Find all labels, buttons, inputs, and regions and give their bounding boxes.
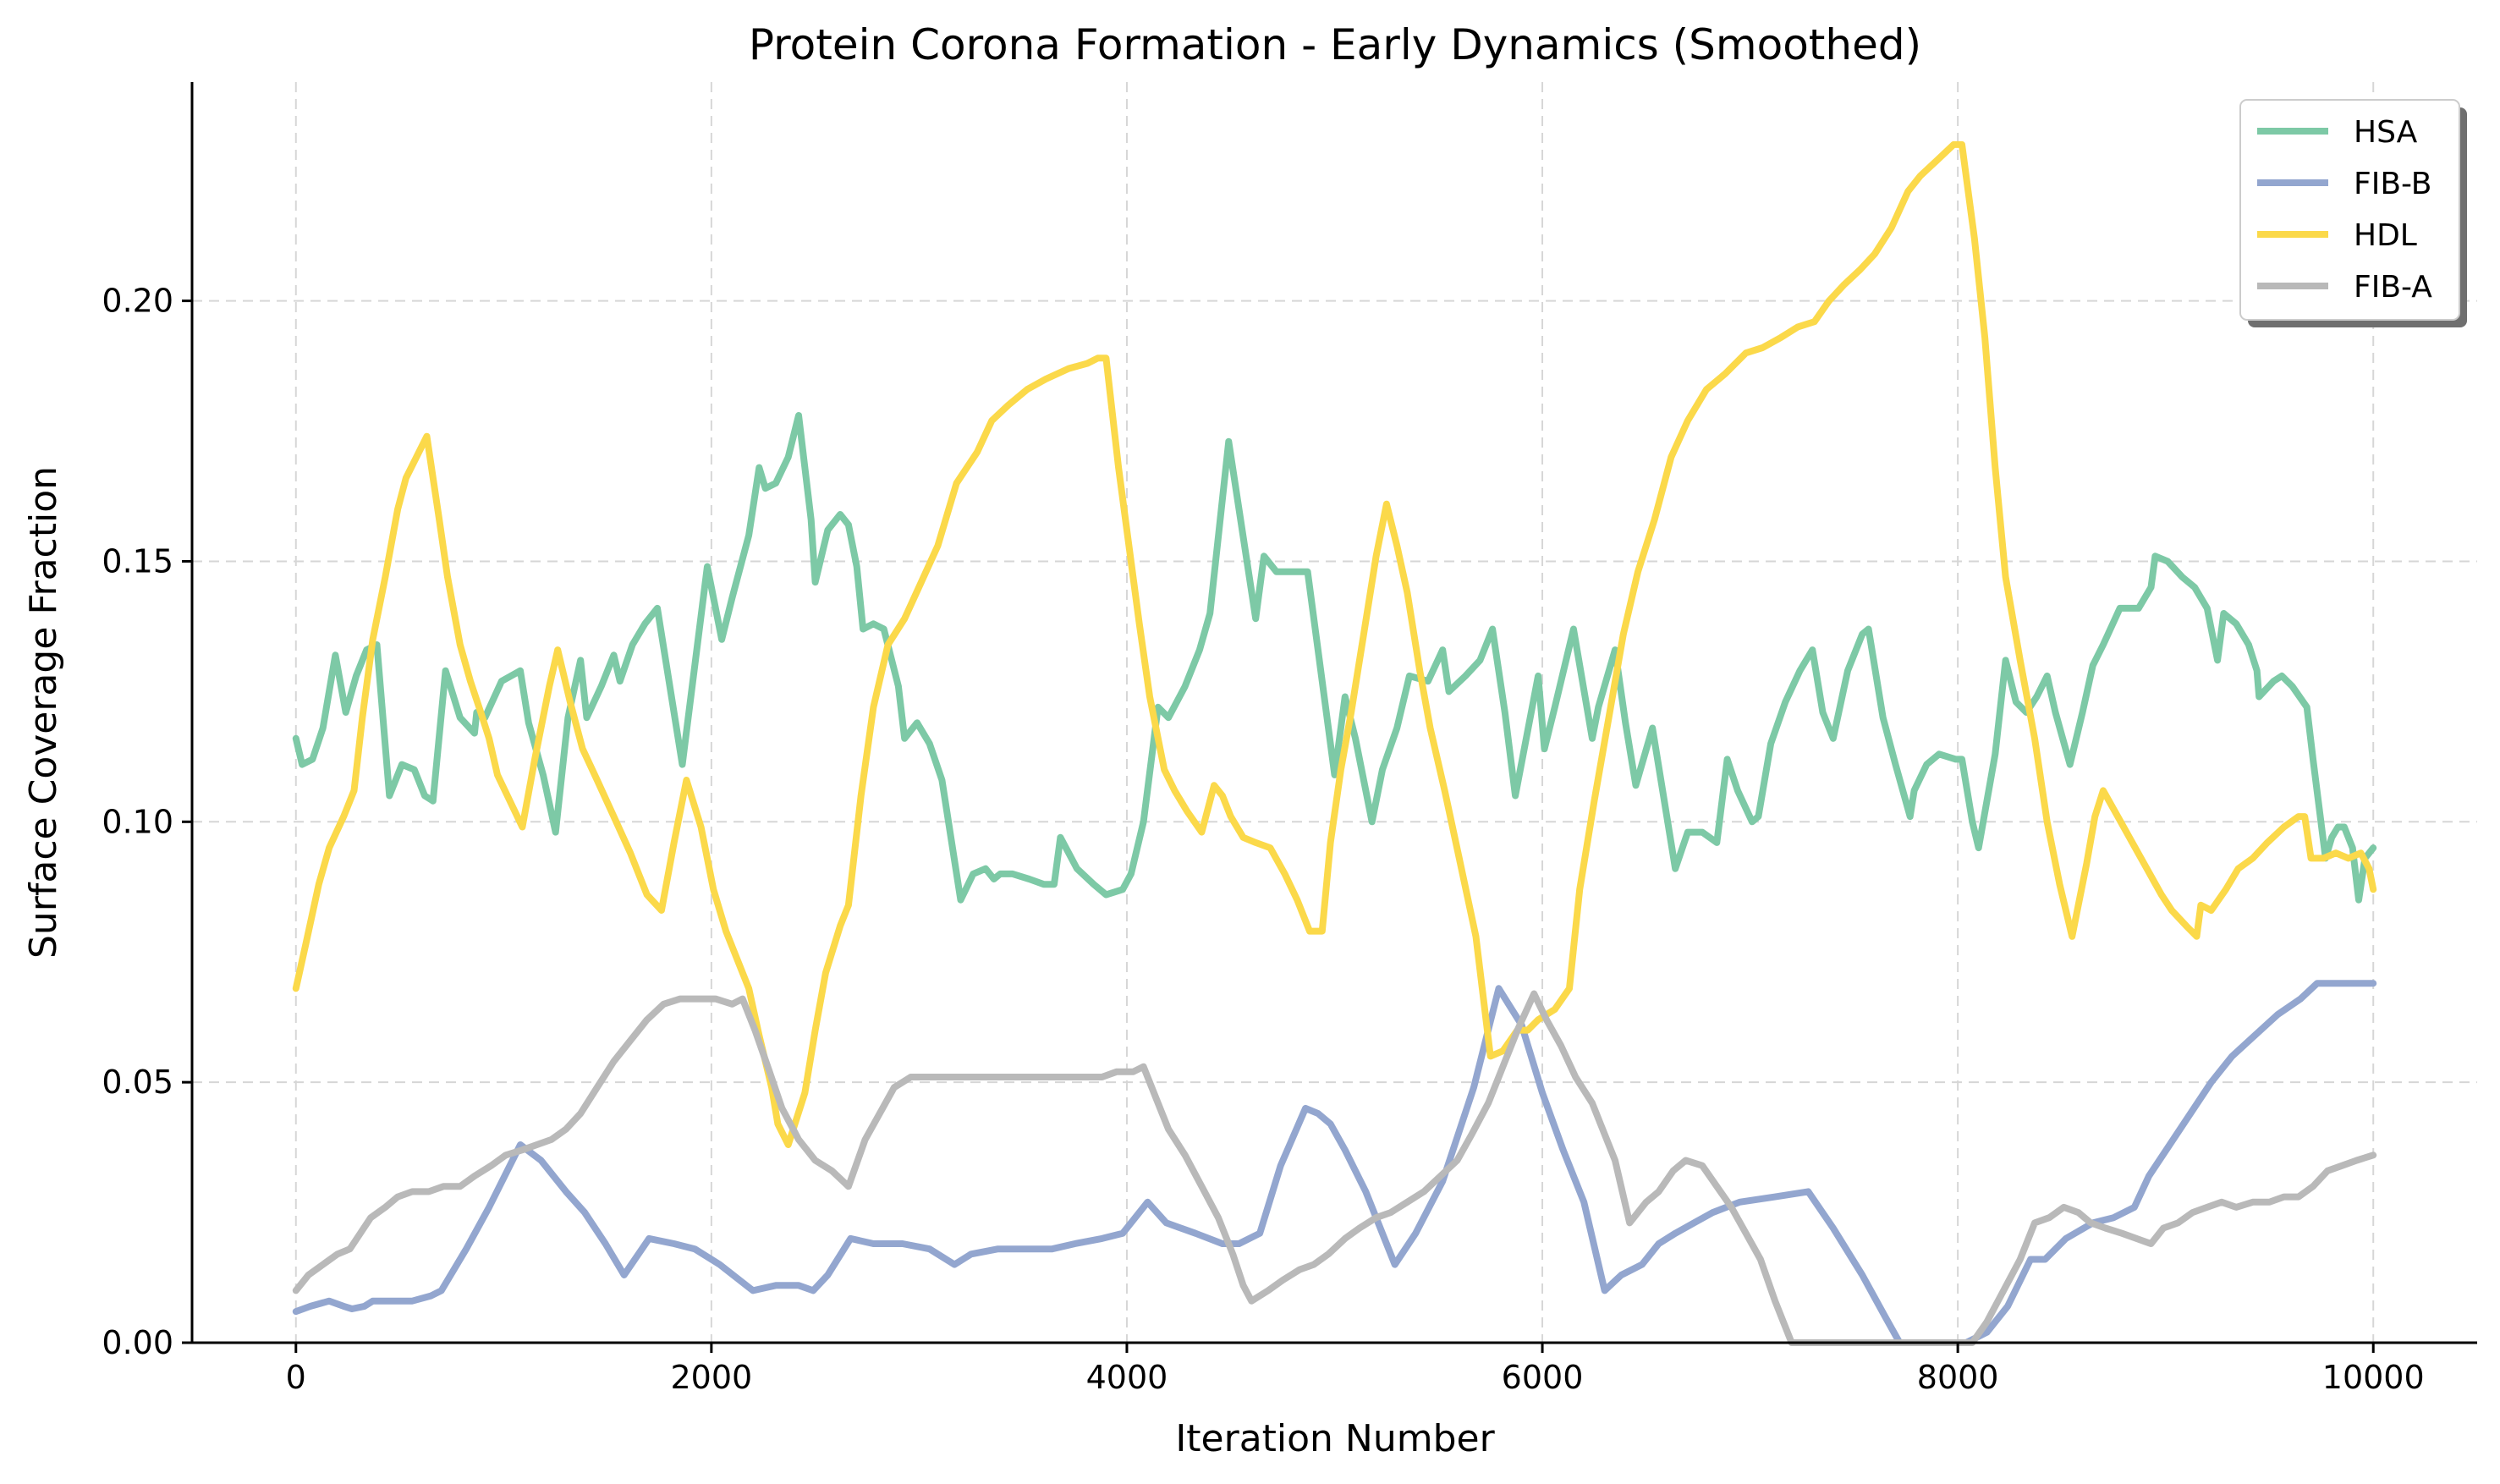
y-tick-label: 0.20 xyxy=(102,283,173,320)
legend-label: FIB-B xyxy=(2354,167,2431,201)
chart-title: Protein Corona Formation - Early Dynamic… xyxy=(749,20,1921,69)
legend-box xyxy=(2239,99,2460,321)
x-tick-label: 8000 xyxy=(1917,1359,1999,1396)
legend: HSA FIB-B HDL FIB-A xyxy=(2239,99,2467,327)
legend-label: FIB-A xyxy=(2354,270,2432,305)
y-ticks: 0.00 0.05 0.10 0.15 0.20 xyxy=(102,283,192,1361)
axes xyxy=(190,82,2477,1344)
y-tick-label: 0.10 xyxy=(102,803,173,840)
y-axis-label: Surface Coverage Fraction xyxy=(22,466,65,959)
y-tick-label: 0.00 xyxy=(102,1324,173,1361)
y-tick-label: 0.05 xyxy=(102,1064,173,1101)
legend-items: HSA FIB-B HDL FIB-A xyxy=(2257,115,2432,305)
legend-label: HSA xyxy=(2354,115,2418,150)
x-ticks: 0 2000 4000 6000 8000 10000 xyxy=(286,1343,2425,1396)
series-line-hdl xyxy=(292,140,2377,1148)
series-line-fib-b xyxy=(292,980,2377,1346)
x-tick-label: 6000 xyxy=(1502,1359,1584,1396)
x-tick-label: 0 xyxy=(286,1359,306,1396)
x-tick-label: 10000 xyxy=(2322,1359,2425,1396)
series-line-fib-a xyxy=(292,990,2377,1346)
x-tick-label: 2000 xyxy=(671,1359,753,1396)
x-tick-label: 4000 xyxy=(1086,1359,1168,1396)
series-lines xyxy=(292,140,2377,1346)
x-axis-label: Iteration Number xyxy=(1175,1417,1495,1460)
y-tick-label: 0.15 xyxy=(102,542,173,580)
legend-label: HDL xyxy=(2354,218,2417,253)
